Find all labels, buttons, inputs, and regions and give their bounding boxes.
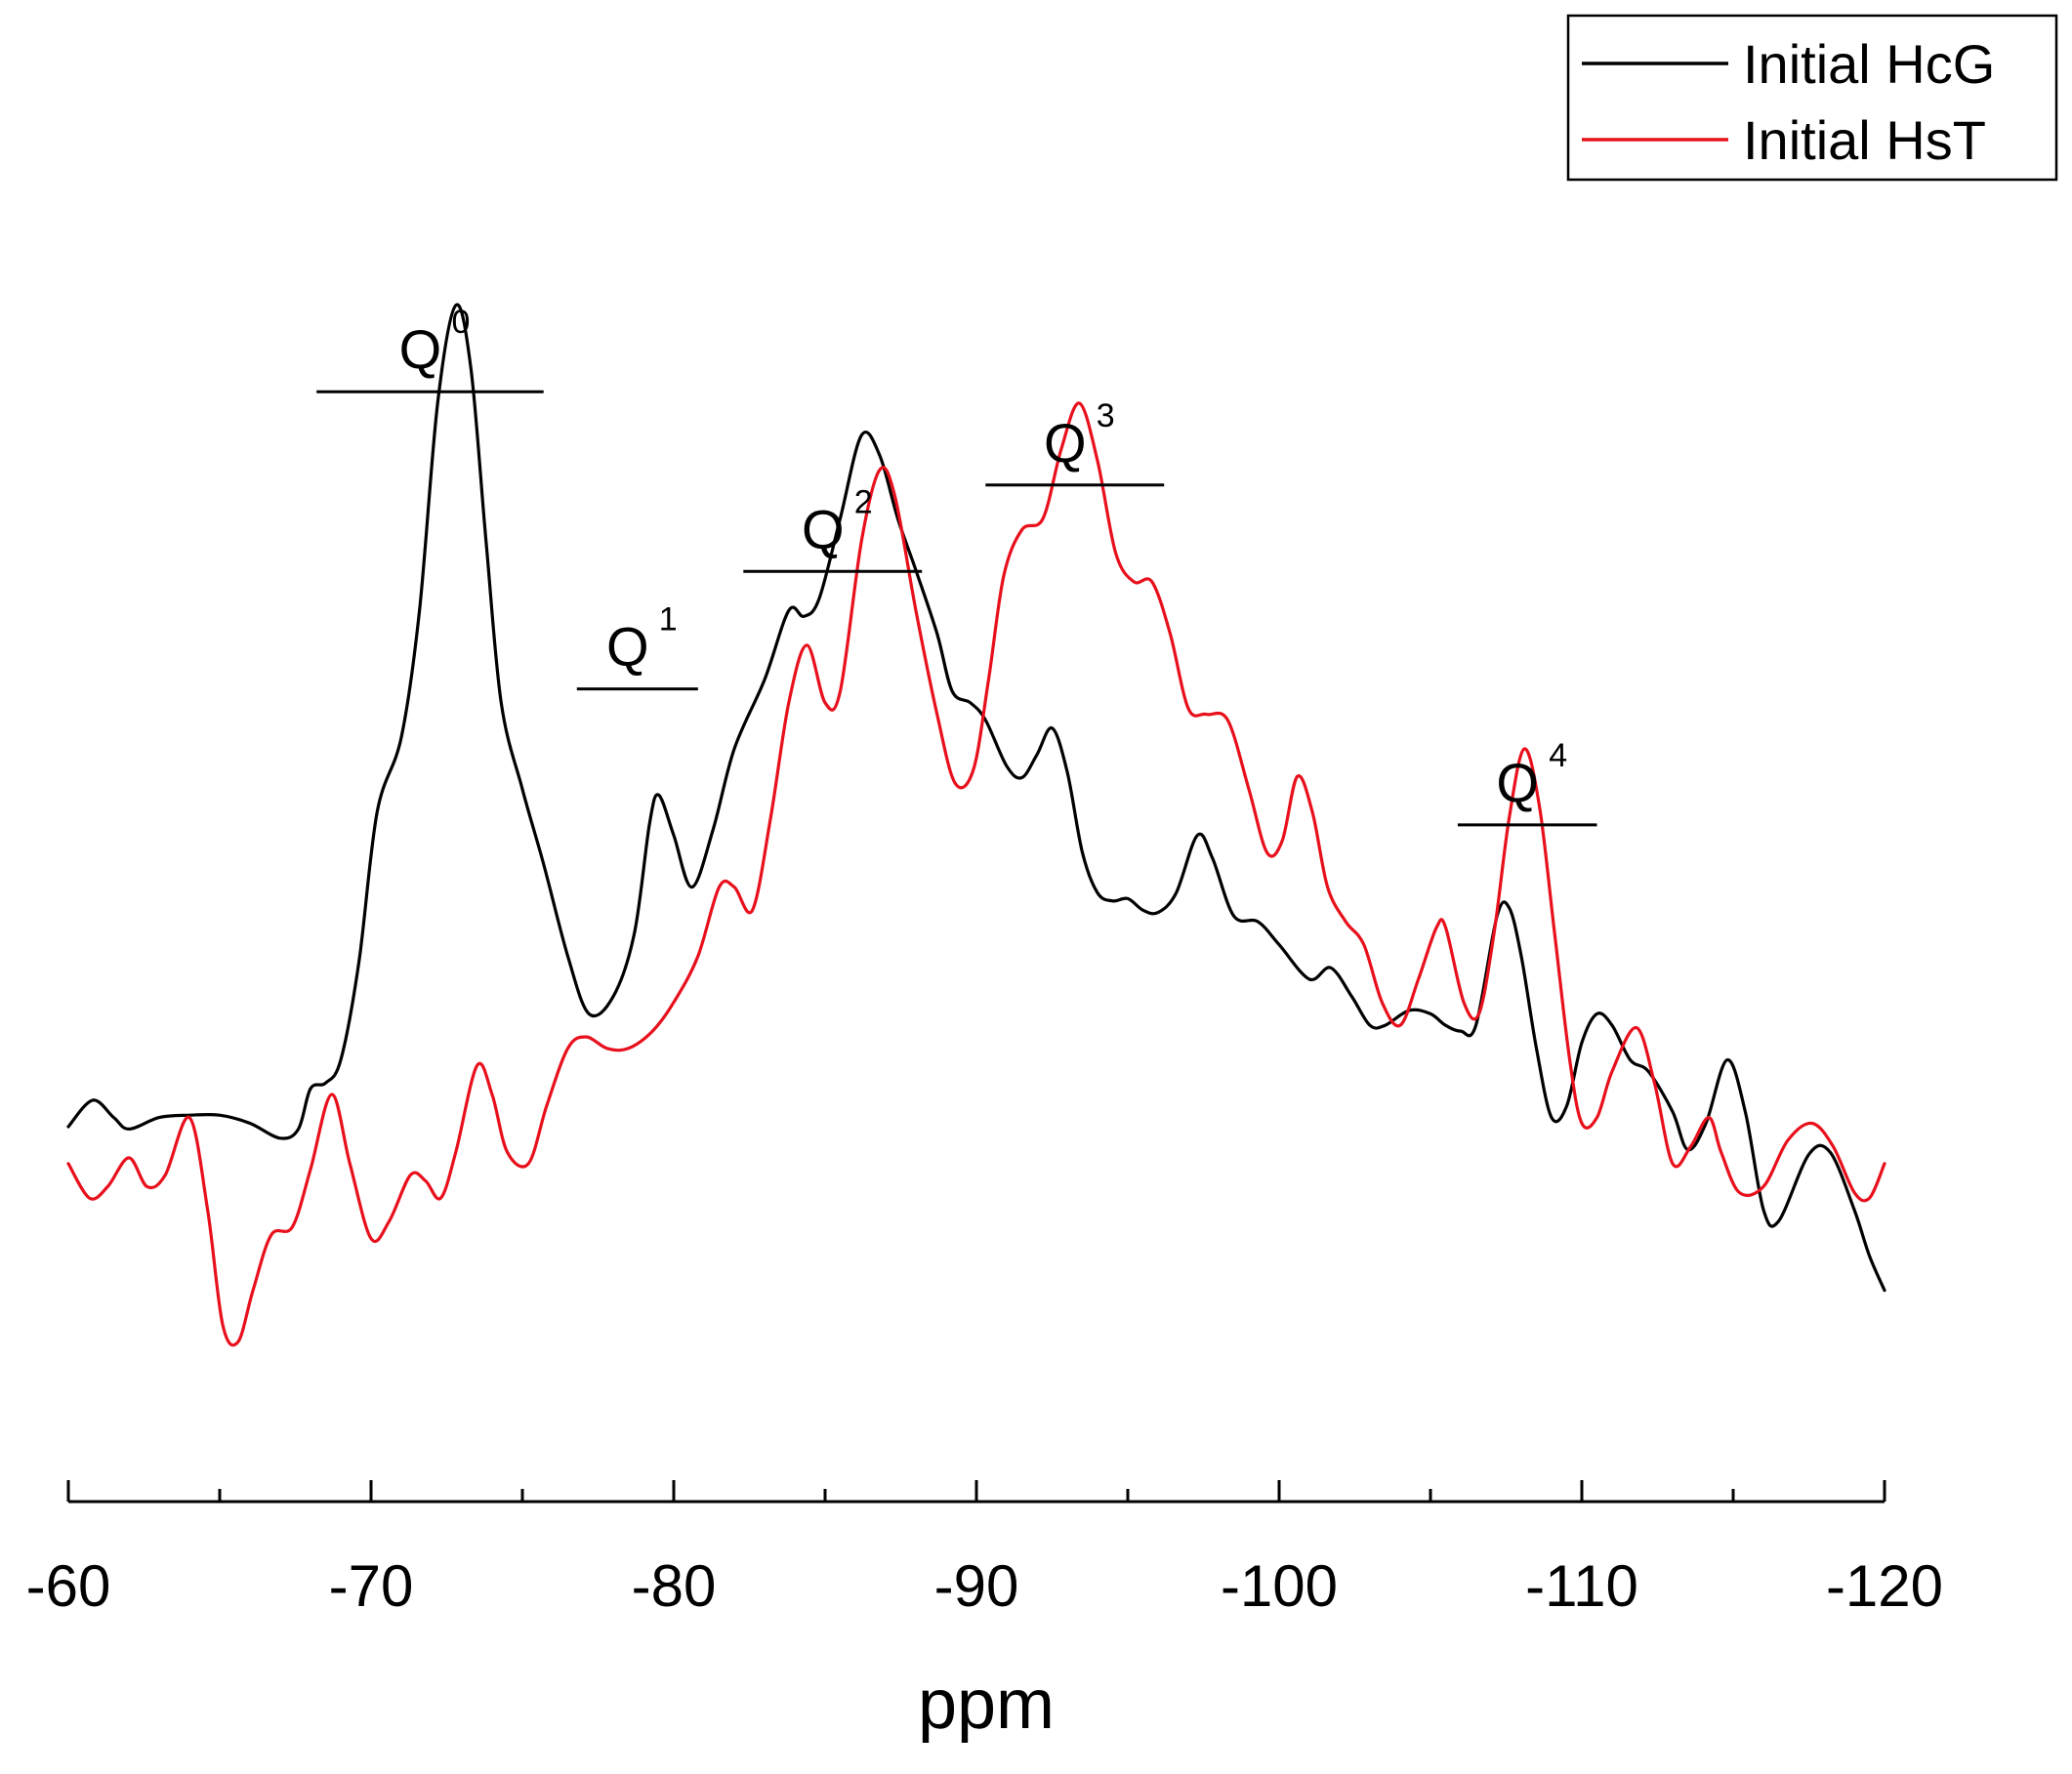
annotation-label: Q xyxy=(1044,412,1087,474)
annotation-label: Q xyxy=(399,318,442,380)
annotation-label: Q xyxy=(802,498,845,559)
x-tick-label: -60 xyxy=(26,1553,111,1619)
q-annotations: Q 0Q 1Q 2Q 3Q 4 xyxy=(316,304,1597,827)
legend: Initial HcG Initial HsT xyxy=(1566,14,2058,182)
annotation-label: Q xyxy=(1496,752,1539,813)
x-tick-label: -100 xyxy=(1221,1553,1338,1619)
legend-label: Initial HsT xyxy=(1743,109,1986,171)
x-tick-label: -80 xyxy=(632,1553,717,1619)
x-tick-label: -70 xyxy=(329,1553,414,1619)
annotation-superscript: 2 xyxy=(854,483,873,520)
plot-area xyxy=(66,303,1886,1347)
legend-box xyxy=(1566,14,2058,182)
x-tick-label: -90 xyxy=(934,1553,1019,1619)
x-axis-label: ppm xyxy=(918,1666,1055,1744)
x-tick-label: -120 xyxy=(1826,1553,1943,1619)
legend-label: Initial HcG xyxy=(1743,33,1995,95)
annotation-label: Q xyxy=(606,616,649,678)
annotation-superscript: 1 xyxy=(659,601,678,639)
annotation-superscript: 0 xyxy=(451,304,470,341)
annotation-superscript: 4 xyxy=(1549,737,1567,774)
x-tick-label: -110 xyxy=(1525,1553,1638,1619)
annotation-superscript: 3 xyxy=(1097,397,1115,434)
series-line-initial-hcg xyxy=(66,303,1886,1293)
x-axis: -60 -70 -80 -90 -100 -110 -120 xyxy=(26,1480,1943,1619)
series-line-initial-hst xyxy=(66,401,1886,1347)
